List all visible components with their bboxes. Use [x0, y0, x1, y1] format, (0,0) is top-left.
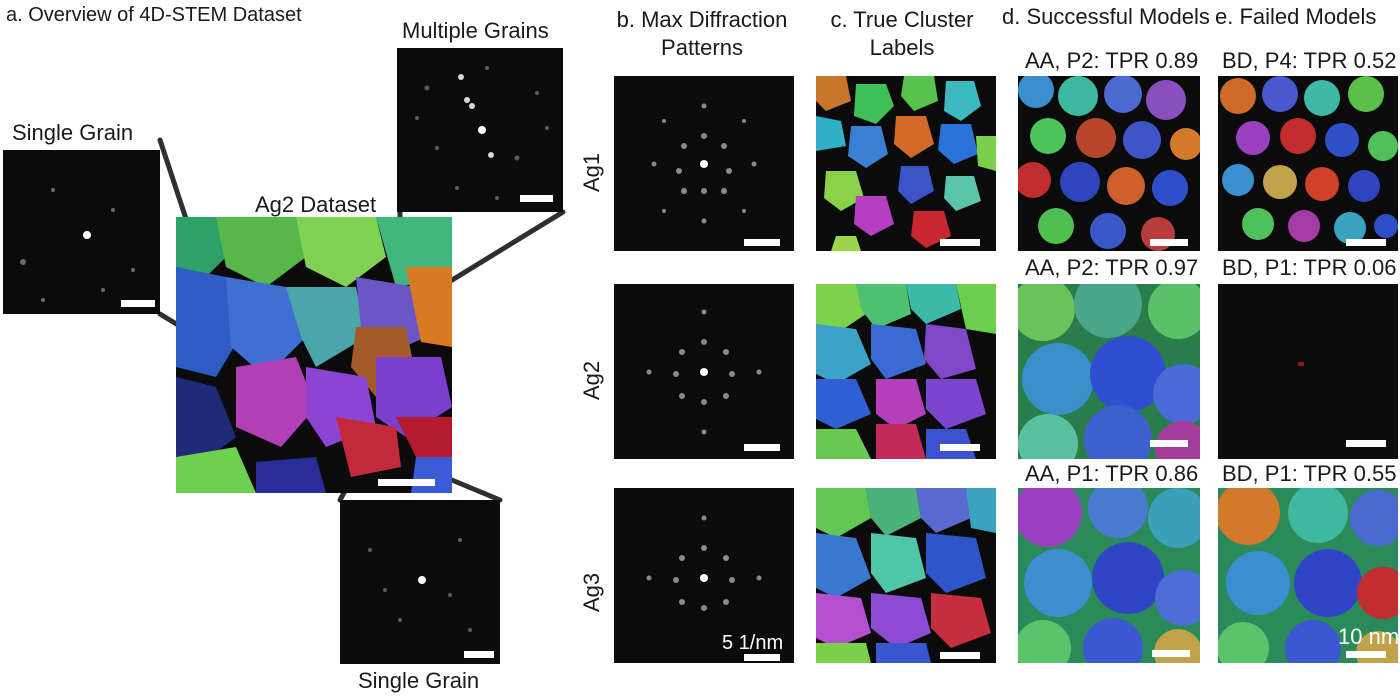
- scalebar: [940, 444, 980, 451]
- single-grain-label-top: Single Grain: [12, 120, 134, 145]
- column-e-header: e. Failed Models: [1215, 4, 1377, 29]
- single-grain-label-bottom: Single Grain: [358, 668, 480, 693]
- row-label-ag2: Ag2: [579, 360, 604, 400]
- scalebar: [744, 444, 780, 451]
- ag2-dataset-label: Ag2 Dataset: [255, 192, 377, 217]
- scalebar: [378, 479, 435, 486]
- column-c-header-line1: c. True Cluster: [830, 7, 974, 32]
- row-label-ag1: Ag1: [579, 152, 604, 192]
- true-cluster-labels-ag3: [816, 488, 996, 663]
- diffraction-pattern-ag3: 5 1/nm: [614, 488, 794, 663]
- successful-model-map-ag1: [1018, 76, 1200, 251]
- scalebar: [121, 300, 155, 307]
- successful-model-label-ag3: AA, P1: TPR 0.86: [1025, 461, 1199, 486]
- successful-model-label-ag2: AA, P2: TPR 0.97: [1025, 255, 1199, 280]
- scalebar: [940, 652, 980, 659]
- true-cluster-labels-ag1: [816, 76, 996, 251]
- diffraction-scalebar-label: 5 1/nm: [722, 632, 784, 654]
- scalebar: [1346, 440, 1386, 447]
- scalebar: [1346, 239, 1386, 246]
- diffraction-pattern-ag1: [614, 76, 794, 251]
- scalebar: [1346, 651, 1386, 658]
- column-c-header: c. True Cluster Labels: [812, 6, 992, 62]
- column-c-header-line2: Labels: [869, 35, 935, 60]
- column-b-header-line2: Patterns: [661, 35, 743, 60]
- scalebar: [520, 195, 553, 202]
- multiple-grains-label: Multiple Grains: [402, 18, 549, 43]
- successful-model-label-ag1: AA, P2: TPR 0.89: [1025, 48, 1199, 73]
- failed-model-map-ag1: [1218, 76, 1398, 251]
- single-grain-diffraction-top: [3, 150, 160, 314]
- panel-a-title: a. Overview of 4D-STEM Dataset: [6, 4, 302, 26]
- scalebar: [464, 651, 494, 658]
- scalebar: [940, 239, 980, 246]
- column-d-header: d. Successful Models: [1002, 4, 1210, 29]
- failed-model-map-ag2: [1218, 284, 1398, 459]
- single-grain-diffraction-bottom: [340, 500, 500, 664]
- scalebar: [744, 654, 780, 661]
- multiple-grains-diffraction: [397, 48, 563, 212]
- failed-model-label-ag2: BD, P1: TPR 0.06: [1222, 255, 1397, 280]
- row-label-ag3: Ag3: [579, 572, 604, 612]
- scalebar: [1152, 650, 1190, 657]
- successful-model-map-ag3: [1018, 488, 1200, 663]
- true-cluster-labels-ag2: [816, 284, 996, 459]
- scalebar: [1150, 440, 1188, 447]
- diffraction-pattern-ag2: [614, 284, 794, 459]
- failed-model-label-ag1: BD, P4: TPR 0.52: [1222, 48, 1397, 73]
- column-b-header-line1: b. Max Diffraction: [616, 7, 788, 32]
- scalebar: [1150, 239, 1188, 246]
- real-space-scalebar-label: 10 nm: [1338, 624, 1398, 649]
- column-b-header: b. Max Diffraction Patterns: [612, 6, 792, 62]
- failed-model-label-ag3: BD, P1: TPR 0.55: [1222, 461, 1397, 486]
- successful-model-map-ag2: [1018, 284, 1200, 459]
- failed-model-map-ag3: 10 nm: [1218, 488, 1398, 663]
- scalebar: [744, 239, 780, 246]
- ag2-dataset-orientation-map: [176, 217, 452, 493]
